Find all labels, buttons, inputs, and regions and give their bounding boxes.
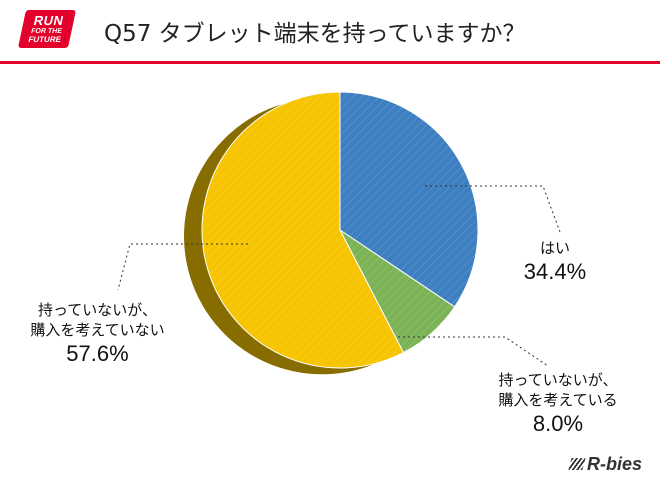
- brand-text: R-bies: [586, 454, 642, 474]
- slice-label-considering-value: 8.0%: [532, 411, 584, 436]
- page-title: Q57 タブレット端末を持っていますか？: [104, 21, 526, 47]
- pie-slice-hatch-0: [340, 92, 478, 307]
- slice-label-not-considering: 持っていないが、 購入を考えていない 57.6%: [0, 300, 195, 368]
- slice-label-not-considering-value: 57.6%: [66, 341, 129, 366]
- pie-slice-hatch-1: [340, 230, 455, 353]
- slice-label-not-considering-line-2: 購入を考えていない: [30, 321, 165, 339]
- slice-label-yes-value: 34.4%: [523, 259, 587, 284]
- slice-label-yes-line-1: はい: [539, 239, 570, 257]
- slice-label-considering: 持っていないが、 購入を考えている 8.0%: [458, 370, 658, 438]
- slice-label-considering-line-1: 持っていないが、: [498, 371, 618, 389]
- r-bies-mark-icon: [568, 458, 586, 470]
- r-bies-logo: R-bies: [568, 454, 642, 475]
- pie-slice-hatch-2: [202, 92, 404, 369]
- leader-line-0: [425, 185, 561, 233]
- slice-label-considering-line-2: 購入を考えている: [498, 391, 618, 409]
- slice-label-yes: はい 34.4%: [500, 238, 610, 286]
- header: RUN FOR THE FUTURE Q57 タブレット端末を持っていますか？: [0, 0, 660, 64]
- slice-label-not-considering-line-1: 持っていないが、: [38, 301, 157, 319]
- leader-line-1: [398, 336, 549, 367]
- header-divider: [0, 61, 660, 64]
